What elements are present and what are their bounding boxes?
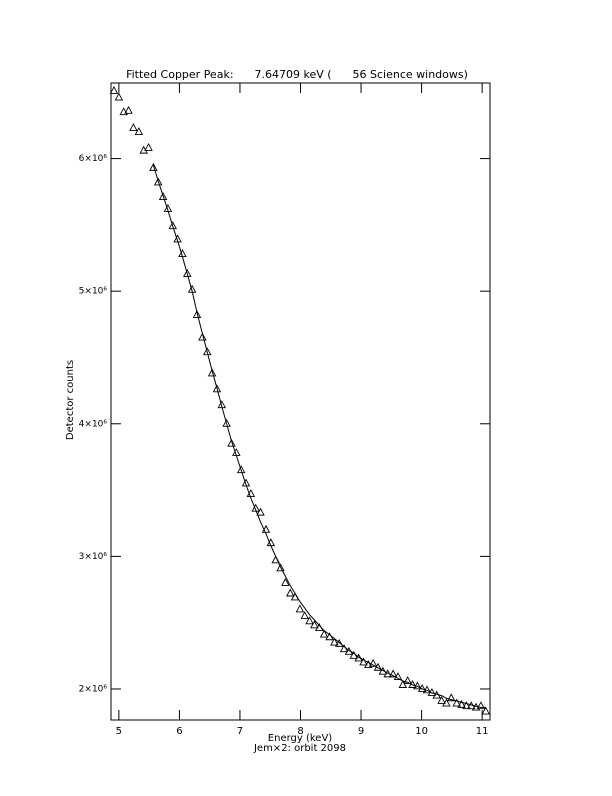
y-tick-label: 6×10⁶ — [79, 154, 108, 164]
x-tick-label: 8 — [297, 726, 303, 737]
data-point — [144, 143, 153, 151]
data-point — [114, 92, 124, 101]
data-point — [462, 701, 471, 710]
data-point — [364, 660, 373, 669]
subtitle: Jem×2: orbit 2098 — [253, 743, 346, 754]
x-tick-label: 6 — [176, 726, 182, 737]
data-point — [398, 680, 408, 688]
data-point — [359, 657, 368, 666]
data-point — [276, 563, 285, 572]
data-point — [109, 86, 119, 94]
data-point — [319, 629, 329, 638]
data-point — [310, 620, 319, 629]
data-point — [442, 698, 451, 707]
data-point — [192, 310, 202, 318]
x-tick-label: 11 — [476, 726, 489, 737]
data-point — [183, 268, 192, 277]
data-point — [207, 368, 217, 377]
y-tick-label: 5×10⁶ — [79, 287, 108, 297]
data-point — [158, 192, 168, 200]
data-point — [481, 706, 491, 715]
data-point — [281, 577, 290, 586]
x-tick-label: 5 — [116, 726, 122, 737]
fit-line — [152, 165, 486, 709]
data-point — [285, 588, 295, 597]
data-point — [236, 465, 246, 474]
data-point — [256, 507, 265, 516]
data-point — [119, 107, 128, 116]
data-point — [134, 127, 144, 136]
data-point — [129, 123, 138, 132]
data-point — [203, 347, 212, 356]
data-point — [403, 676, 412, 684]
chart-title: Fitted Copper Peak: 7.64709 keV ( 56 Sci… — [126, 68, 468, 81]
data-point — [334, 638, 344, 647]
data-point — [168, 221, 178, 230]
x-tick-label: 9 — [358, 726, 364, 737]
data-point — [457, 699, 466, 708]
data-point — [437, 695, 446, 704]
data-point — [393, 672, 403, 680]
x-axis-label: Energy (keV) — [268, 733, 333, 744]
plot-frame — [110, 82, 491, 721]
y-tick-label: 2×10⁶ — [79, 684, 108, 694]
data-point — [295, 604, 305, 613]
data-point — [300, 611, 309, 619]
data-point — [153, 177, 163, 186]
data-point — [476, 701, 486, 710]
x-tick-label: 10 — [415, 726, 428, 737]
x-tick-label: 7 — [237, 726, 243, 737]
data-point — [124, 105, 133, 114]
data-point — [198, 332, 207, 341]
data-point — [388, 669, 398, 678]
data-point — [227, 438, 236, 447]
data-point — [452, 698, 461, 707]
data-point — [446, 693, 456, 702]
y-axis-label: Detector counts — [65, 360, 76, 440]
data-point — [212, 384, 222, 393]
data-point — [330, 637, 339, 646]
y-tick-label: 3×10⁶ — [79, 552, 108, 562]
data-point — [368, 658, 378, 667]
data-point — [305, 616, 314, 625]
data-point — [149, 162, 158, 171]
data-point — [222, 418, 231, 427]
y-tick-label: 4×10⁶ — [79, 419, 108, 429]
